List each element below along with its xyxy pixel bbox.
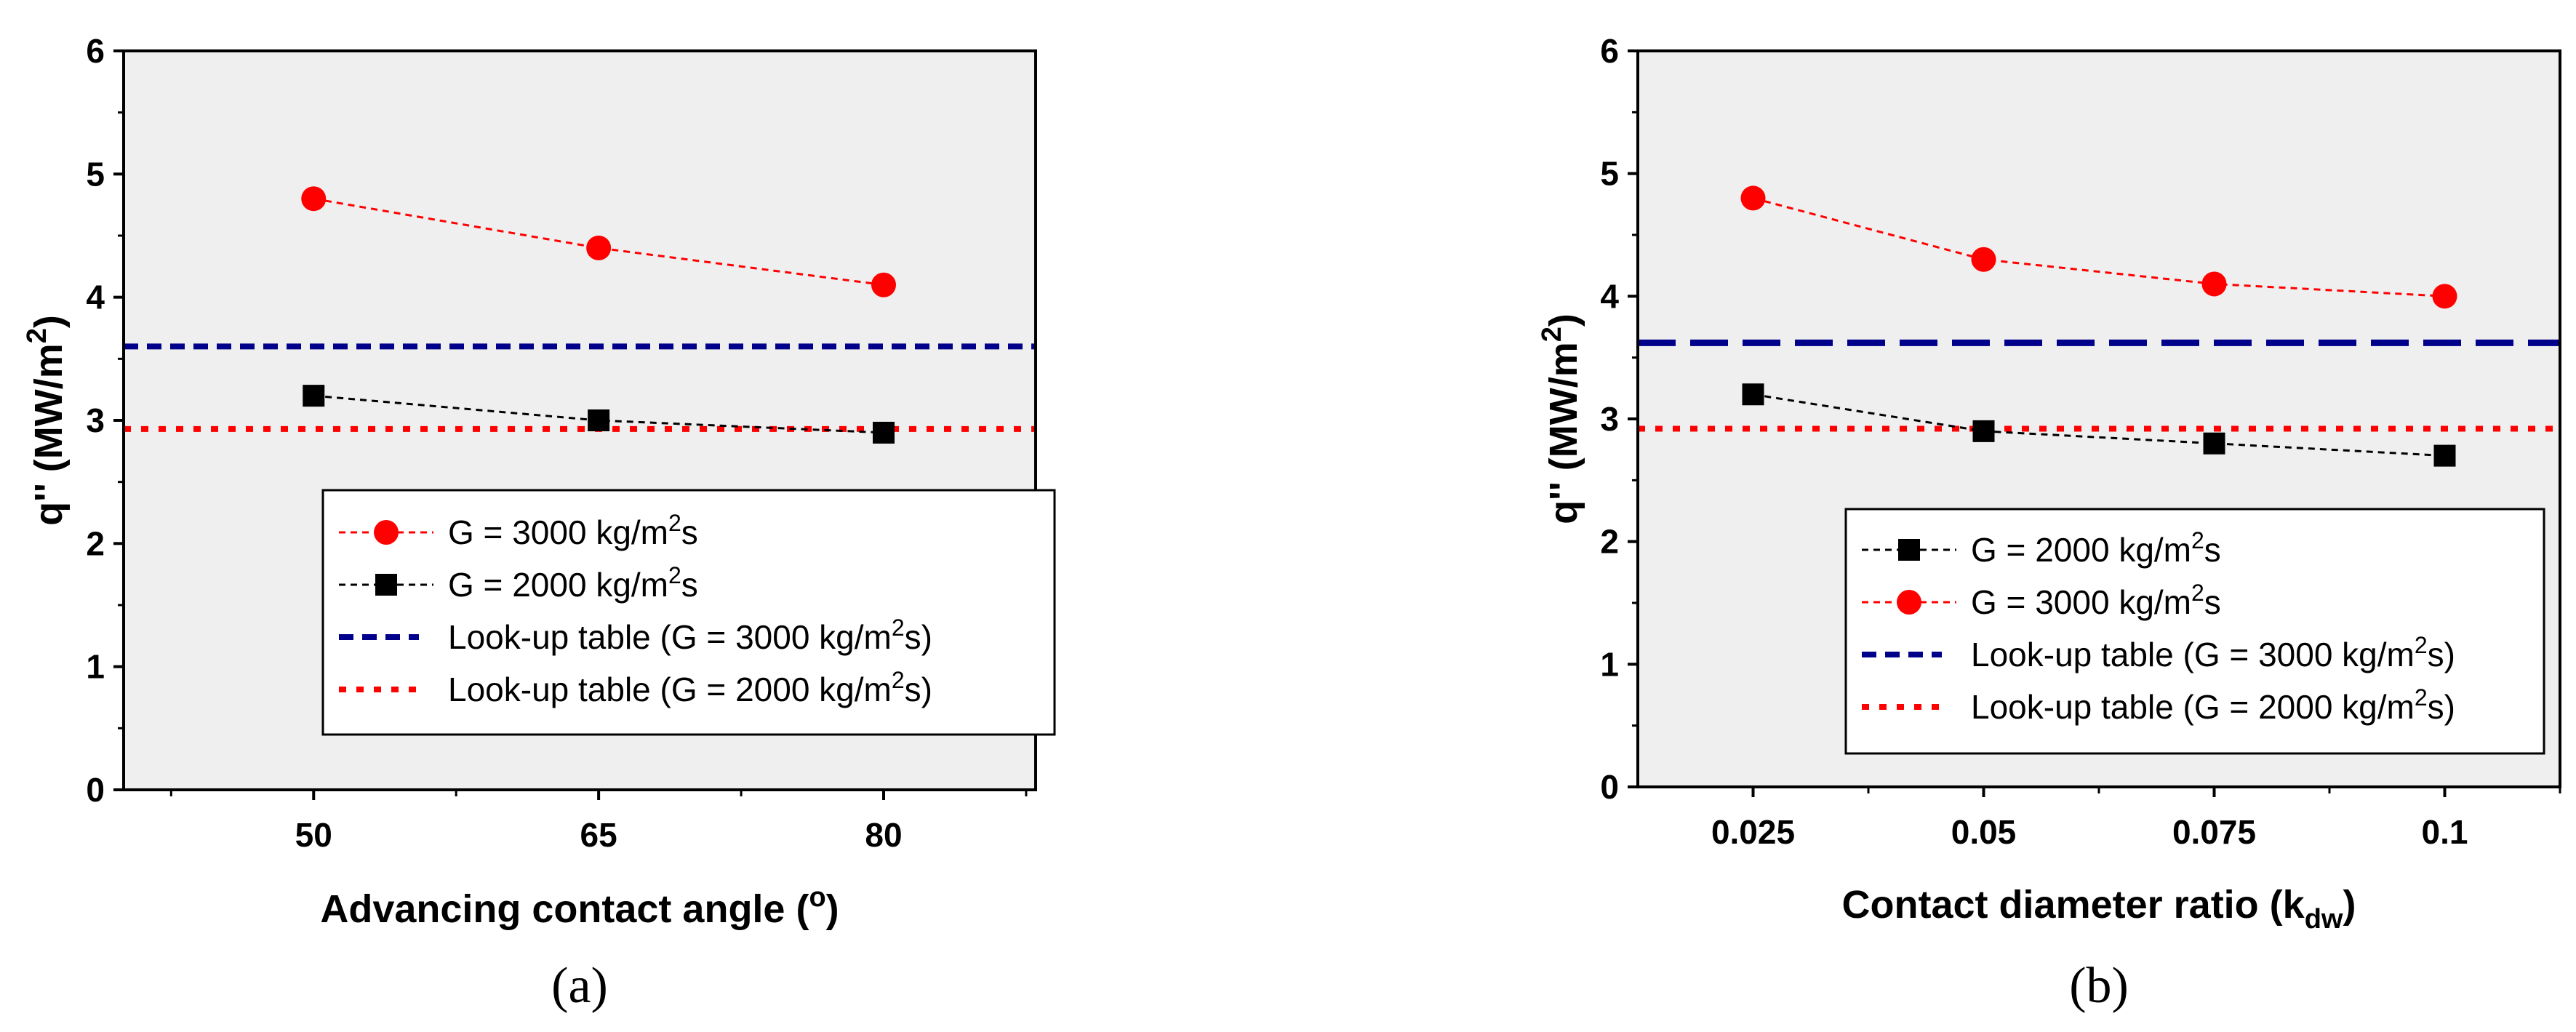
- legend: G = 2000 kg/m2s G = 3000 kg/m2s Look-up ta…: [1844, 508, 2545, 755]
- y-tick-label: 1: [1600, 645, 1619, 683]
- data-point-0-3: [2433, 444, 2456, 467]
- y-tick-label: 6: [1600, 32, 1619, 70]
- legend-box: [321, 489, 1056, 736]
- legend-marker: [1897, 590, 1921, 615]
- legend-marker: [1898, 539, 1920, 561]
- y-tick-label: 5: [86, 155, 105, 193]
- data-point-1-3: [2432, 284, 2457, 309]
- legend-item-3: Look-up table (G = 2000 kg/m2s): [448, 667, 932, 708]
- y-tick-label: 0: [86, 771, 105, 809]
- legend-item-3: Look-up table (G = 2000 kg/m2s): [1971, 684, 2455, 726]
- x-axis-label: Advancing contact angle (o): [320, 882, 839, 931]
- data-point-0-0: [1742, 383, 1764, 406]
- data-point-1-0: [1740, 185, 1766, 211]
- data-point-0-1: [586, 235, 612, 260]
- y-tick-label: 2: [86, 524, 105, 562]
- plot-frame: [1636, 49, 2561, 788]
- data-point-1-1: [1971, 247, 1996, 272]
- y-tick-label: 4: [1600, 277, 1619, 315]
- x-tick-label: 0.1: [2422, 813, 2468, 851]
- x-tick-label: 50: [295, 816, 332, 854]
- legend-item-1: G = 3000 kg/m2s: [1971, 580, 2221, 621]
- plot-frame: [122, 49, 1037, 791]
- series-line-0: [313, 197, 884, 287]
- x-tick-label: 0.075: [2172, 813, 2256, 851]
- y-tick-label: 6: [86, 32, 105, 70]
- x-tick-label: 0.05: [1951, 813, 2017, 851]
- data-point-1-0: [303, 385, 325, 407]
- series-line-1: [313, 394, 884, 434]
- x-tick-label: 80: [865, 816, 902, 854]
- panel-label: (a): [551, 958, 608, 1014]
- y-axis-label: q'' (MW/m2): [22, 315, 71, 526]
- data-point-1-1: [588, 409, 610, 431]
- legend-item-2: Look-up table (G = 3000 kg/m2s): [448, 615, 932, 656]
- legend-symbol-0: [339, 520, 433, 545]
- y-tick-label: 3: [86, 401, 105, 439]
- legend-symbol-1: [339, 574, 433, 596]
- legend-symbol-0: [1862, 539, 1956, 561]
- legend-symbol-1: [1862, 590, 1956, 615]
- legend-item-1: G = 2000 kg/m2s: [448, 562, 698, 604]
- data-point-1-2: [2201, 271, 2227, 297]
- legend-marker: [374, 520, 399, 545]
- data-point-1-2: [873, 421, 895, 444]
- x-tick-label: 0.025: [1711, 813, 1795, 851]
- series-line-0: [1753, 393, 2445, 457]
- data-point-0-1: [1972, 420, 1995, 442]
- series-line-1: [1753, 196, 2445, 297]
- panel-label: (b): [2069, 958, 2129, 1014]
- legend-item-0: G = 2000 kg/m2s: [1971, 527, 2221, 569]
- legend: G = 3000 kg/m2s G = 2000 kg/m2s Look-up ta…: [321, 489, 1056, 736]
- y-tick-label: 2: [1600, 523, 1619, 561]
- y-tick-label: 1: [86, 648, 105, 686]
- legend-item-0: G = 3000 kg/m2s: [448, 510, 698, 551]
- data-point-0-2: [2203, 432, 2225, 455]
- y-tick-label: 5: [1600, 155, 1619, 193]
- y-tick-label: 3: [1600, 400, 1619, 438]
- legend-item-2: Look-up table (G = 3000 kg/m2s): [1971, 632, 2455, 673]
- y-tick-label: 4: [86, 279, 105, 316]
- data-point-0-0: [301, 186, 327, 212]
- legend-marker: [375, 574, 397, 596]
- x-tick-label: 65: [580, 816, 617, 854]
- legend-box: [1844, 508, 2545, 755]
- chart-panel-a: 0 1 2 3 4 5 6 50 65 80 G = 3000 kg/m2s G = 2000 kg/…: [22, 32, 1056, 1014]
- x-axis-label: Contact diameter ratio (kdw): [1842, 883, 2356, 935]
- y-axis-label: q'' (MW/m2): [1537, 313, 1585, 524]
- data-point-0-2: [871, 272, 896, 297]
- y-tick-label: 0: [1600, 768, 1619, 806]
